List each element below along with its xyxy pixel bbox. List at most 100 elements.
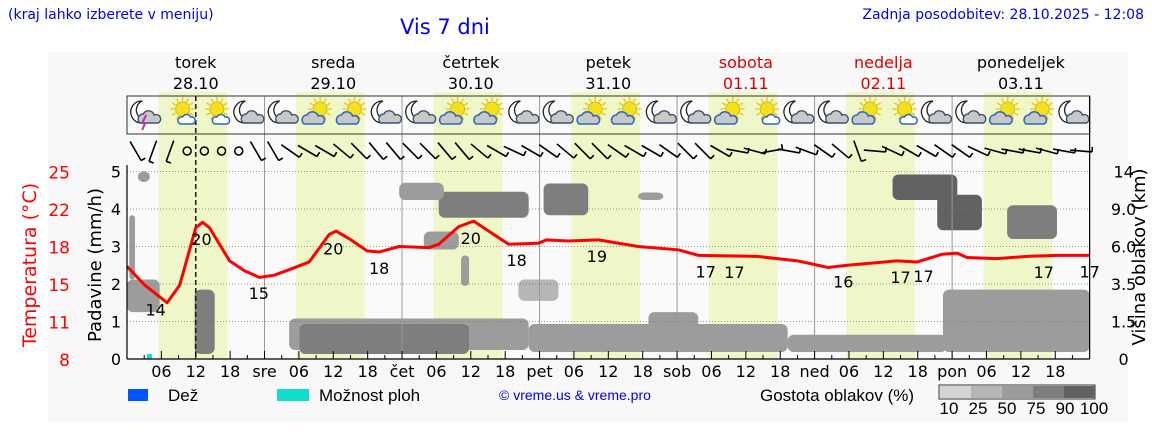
cloud-density-patch bbox=[194, 289, 215, 354]
wind-barb-shaft bbox=[881, 145, 903, 157]
day-name: sobota bbox=[719, 53, 773, 72]
wind-barb bbox=[538, 144, 561, 158]
sun-ray bbox=[464, 102, 469, 106]
temperature-label: 18 bbox=[506, 251, 526, 270]
wind-barb-flag bbox=[917, 151, 922, 157]
temperature-label: 20 bbox=[461, 229, 481, 248]
sun-ray bbox=[210, 98, 214, 103]
wind-barb-flag bbox=[451, 155, 457, 161]
density-scale-label: 10 bbox=[940, 399, 959, 418]
wind-barb bbox=[332, 143, 355, 159]
wind-barb-flag bbox=[333, 151, 338, 157]
wind-barb-shaft bbox=[148, 140, 158, 162]
cloud-density-patch bbox=[1007, 205, 1057, 239]
wind-barb-flag bbox=[468, 155, 474, 161]
sun-ray bbox=[186, 98, 190, 103]
sun-ray bbox=[461, 115, 465, 120]
sun-cloud-icon bbox=[610, 97, 642, 125]
sun-ray bbox=[206, 102, 211, 106]
wind-barb-shaft bbox=[249, 141, 263, 161]
wind-barb-shaft bbox=[402, 142, 419, 160]
temperature-label: 16 bbox=[833, 273, 853, 292]
cloud-shape bbox=[687, 110, 712, 124]
sun-ray bbox=[461, 98, 465, 103]
sun-ray bbox=[1048, 102, 1053, 106]
sun-ray bbox=[1014, 112, 1019, 116]
wind-barb-shaft bbox=[165, 140, 175, 162]
showers-legend-swatch bbox=[277, 389, 309, 401]
wind-barb-shaft bbox=[813, 144, 833, 158]
sun-ray bbox=[1001, 98, 1005, 103]
sun-ray bbox=[171, 112, 176, 116]
wind-barb bbox=[934, 144, 957, 158]
wind-barb-flag bbox=[676, 152, 682, 158]
wind-barb-flag bbox=[435, 154, 440, 160]
cloud-height-tick-label: 6.0 bbox=[1111, 238, 1136, 257]
copyright-link[interactable]: © vreme.us & vreme.pro bbox=[499, 387, 651, 403]
x-tick-label: 06 bbox=[701, 362, 721, 381]
wind-barb bbox=[402, 142, 423, 160]
wind-barb-flag bbox=[692, 154, 698, 160]
wind-barb-shaft bbox=[951, 144, 971, 158]
wind-barb-shaft bbox=[280, 144, 300, 158]
wind-barb bbox=[967, 145, 991, 157]
x-day-label: pet bbox=[526, 362, 552, 381]
temperature-label: 20 bbox=[191, 230, 211, 249]
wind-barb-shaft bbox=[677, 142, 695, 160]
sun-cloud-icon bbox=[713, 97, 745, 125]
cloud-height-tick-label: 3.5 bbox=[1111, 275, 1136, 294]
density-scale-label: 90 bbox=[1056, 399, 1075, 418]
cloud-density-patch bbox=[399, 182, 444, 200]
wind-barb bbox=[350, 142, 371, 160]
wind-barb-shaft bbox=[332, 143, 351, 159]
density-scale-swatch bbox=[1064, 386, 1095, 398]
temperature-label: 17 bbox=[913, 267, 933, 286]
density-scale-swatch bbox=[1002, 386, 1033, 398]
sun-ray bbox=[760, 115, 764, 120]
wind-barb bbox=[470, 143, 492, 159]
wind-barb bbox=[831, 143, 853, 159]
wind-barb-shaft bbox=[556, 143, 575, 159]
x-tick-label: 18 bbox=[495, 362, 515, 381]
wind-barb bbox=[951, 144, 974, 158]
wind-barb-shaft bbox=[385, 142, 402, 160]
wind-barb-shaft bbox=[470, 143, 489, 159]
day-name: nedelja bbox=[854, 53, 913, 72]
x-tick-label: 18 bbox=[633, 362, 653, 381]
x-tick-label: 06 bbox=[289, 362, 309, 381]
cloud-shape bbox=[378, 110, 403, 124]
wind-barb-flag bbox=[165, 160, 172, 164]
wind-barb bbox=[368, 142, 388, 161]
location-hint[interactable]: (kraj lahko izberete v meniju) bbox=[8, 7, 214, 23]
wind-barb bbox=[607, 144, 630, 158]
last-updated: Zadnja posodobitev: 28.10.2025 - 12:08 bbox=[862, 7, 1144, 23]
sun-ray bbox=[773, 102, 778, 106]
cloud-shape bbox=[1023, 111, 1048, 125]
sun-ray bbox=[739, 112, 744, 116]
cloud-shape bbox=[301, 111, 326, 125]
wind-barb-flag bbox=[606, 154, 612, 160]
wind-barb-shaft bbox=[1018, 148, 1041, 154]
cloud-density-patch bbox=[127, 279, 160, 313]
wind-barb bbox=[1070, 146, 1094, 153]
wind-barb bbox=[314, 144, 338, 158]
x-day-label: ned bbox=[800, 362, 830, 381]
cloud-shape bbox=[988, 111, 1013, 125]
wind-barb-shaft bbox=[454, 142, 470, 160]
sun-ray bbox=[326, 102, 331, 106]
cloud-density-patch bbox=[129, 215, 136, 280]
cloud-density-patch bbox=[942, 289, 1090, 352]
sun-ray bbox=[996, 102, 1002, 106]
sun-ray bbox=[736, 98, 740, 103]
sun-cloud-icon bbox=[576, 97, 608, 125]
wind-barb-flag bbox=[861, 158, 867, 163]
temperature-label: 19 bbox=[587, 247, 607, 266]
sun-ray bbox=[1045, 115, 1049, 120]
temperature-tick-label: 15 bbox=[48, 276, 70, 296]
sun-ray bbox=[481, 102, 486, 106]
sun-ray bbox=[911, 112, 916, 116]
cloud-shape bbox=[899, 113, 918, 125]
wind-calm-marker bbox=[182, 146, 192, 156]
cloud-density-patch bbox=[787, 334, 947, 352]
sun-ray bbox=[176, 98, 180, 103]
